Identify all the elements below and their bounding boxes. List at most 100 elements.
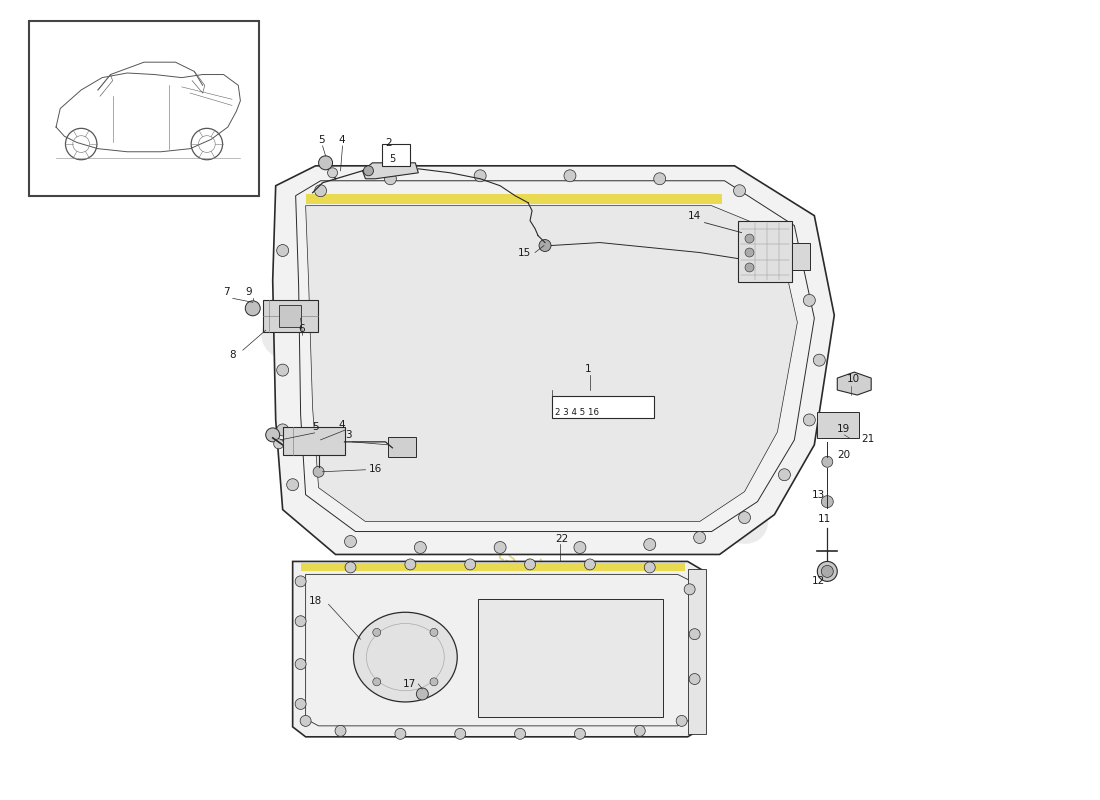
Ellipse shape <box>353 612 458 702</box>
Text: 15: 15 <box>518 247 531 258</box>
Circle shape <box>266 428 279 442</box>
Polygon shape <box>306 194 722 204</box>
Circle shape <box>277 364 288 376</box>
Text: 13: 13 <box>812 490 825 500</box>
Bar <box>817 412 859 438</box>
Circle shape <box>416 688 428 700</box>
Circle shape <box>734 185 746 197</box>
Circle shape <box>295 658 306 670</box>
Circle shape <box>415 542 427 554</box>
Polygon shape <box>306 206 798 522</box>
Circle shape <box>803 414 815 426</box>
Circle shape <box>635 726 646 736</box>
Circle shape <box>525 559 536 570</box>
Circle shape <box>474 170 486 182</box>
Circle shape <box>314 466 324 478</box>
Polygon shape <box>837 372 871 395</box>
Text: 17: 17 <box>403 679 416 689</box>
Text: 8: 8 <box>229 350 235 360</box>
Polygon shape <box>363 163 418 178</box>
Circle shape <box>645 562 656 573</box>
Bar <box>383 144 410 166</box>
Circle shape <box>345 562 356 573</box>
Circle shape <box>277 304 288 316</box>
Circle shape <box>694 531 705 543</box>
Circle shape <box>689 629 700 640</box>
Circle shape <box>803 294 815 306</box>
Circle shape <box>363 166 373 176</box>
Circle shape <box>813 354 825 366</box>
Text: 12: 12 <box>812 576 825 586</box>
Text: 5: 5 <box>319 135 326 145</box>
Text: 2: 2 <box>385 138 392 148</box>
Circle shape <box>454 728 465 739</box>
Circle shape <box>295 698 306 710</box>
Circle shape <box>745 234 754 243</box>
Circle shape <box>287 478 298 490</box>
Bar <box>263 300 318 332</box>
Circle shape <box>315 185 327 197</box>
Circle shape <box>319 156 332 170</box>
Text: 5: 5 <box>312 422 319 432</box>
Circle shape <box>405 559 416 570</box>
Circle shape <box>822 566 834 578</box>
Circle shape <box>373 628 381 636</box>
Bar <box>552 396 653 418</box>
Circle shape <box>684 584 695 595</box>
Text: 22: 22 <box>556 534 569 543</box>
Polygon shape <box>273 166 834 554</box>
Circle shape <box>689 674 700 685</box>
Circle shape <box>574 542 586 554</box>
Bar <box>792 242 811 270</box>
Circle shape <box>464 559 475 570</box>
Text: a passion for parts since 1985: a passion for parts since 1985 <box>320 472 640 617</box>
Bar <box>478 599 662 717</box>
Circle shape <box>300 715 311 726</box>
Text: 2 3 4 5 16: 2 3 4 5 16 <box>556 408 600 417</box>
Circle shape <box>295 576 306 587</box>
Text: 5: 5 <box>389 154 396 164</box>
Circle shape <box>564 170 576 182</box>
Circle shape <box>539 239 551 251</box>
Circle shape <box>245 301 261 316</box>
Circle shape <box>676 715 688 726</box>
Circle shape <box>344 535 356 547</box>
Text: 16: 16 <box>368 464 382 474</box>
Circle shape <box>328 168 338 178</box>
Text: 10: 10 <box>847 374 860 384</box>
Text: 18: 18 <box>309 596 322 606</box>
Bar <box>278 306 300 327</box>
Circle shape <box>277 245 288 257</box>
Text: 21: 21 <box>861 434 875 444</box>
Circle shape <box>779 469 791 481</box>
Text: 20: 20 <box>837 450 850 460</box>
Circle shape <box>515 728 526 739</box>
Text: 3: 3 <box>345 430 352 440</box>
Circle shape <box>277 424 288 436</box>
Circle shape <box>822 456 833 467</box>
Circle shape <box>584 559 595 570</box>
Circle shape <box>738 512 750 523</box>
Text: 6: 6 <box>298 324 306 334</box>
Text: 4: 4 <box>339 420 345 430</box>
Circle shape <box>783 242 795 254</box>
Text: 9: 9 <box>245 287 252 298</box>
Text: 14: 14 <box>688 210 701 221</box>
Text: 7: 7 <box>223 287 230 298</box>
Circle shape <box>574 728 585 739</box>
Text: 19: 19 <box>837 424 850 434</box>
Text: 4: 4 <box>339 135 345 145</box>
Bar <box>30 22 258 196</box>
Circle shape <box>395 728 406 739</box>
Circle shape <box>644 538 656 550</box>
Circle shape <box>745 263 754 272</box>
Circle shape <box>274 439 284 449</box>
Bar <box>737 221 792 282</box>
Circle shape <box>373 678 381 686</box>
Circle shape <box>822 496 834 508</box>
Text: europes: europes <box>240 262 801 578</box>
Circle shape <box>653 173 666 185</box>
Circle shape <box>494 542 506 554</box>
Bar <box>388 437 416 457</box>
Bar <box>688 570 705 734</box>
